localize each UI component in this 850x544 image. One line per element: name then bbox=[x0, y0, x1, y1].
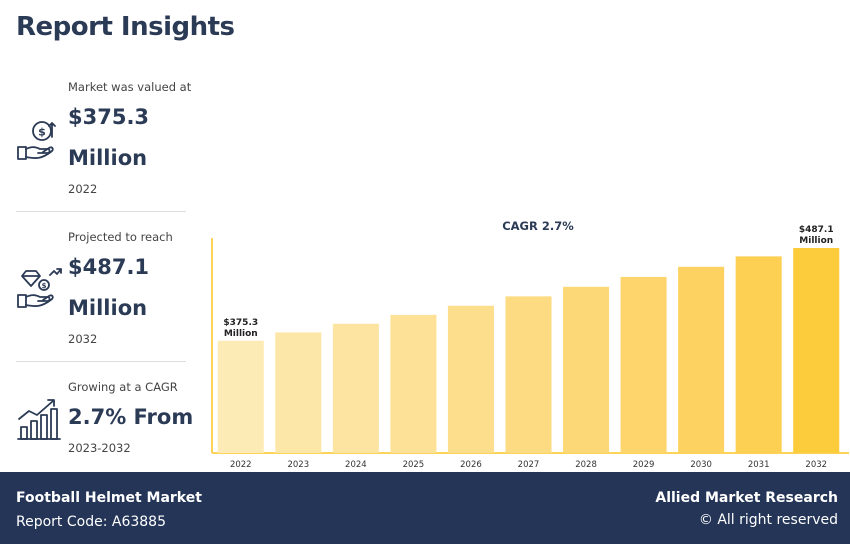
stat-label: Growing at a CAGR bbox=[68, 380, 178, 394]
x-tick-label: 2027 bbox=[518, 460, 540, 470]
bar-2022 bbox=[217, 340, 264, 453]
x-tick-label: 2028 bbox=[575, 460, 597, 470]
x-tick-label: 2023 bbox=[287, 460, 309, 470]
svg-text:$: $ bbox=[38, 126, 46, 139]
stat-year: 2022 bbox=[68, 182, 98, 196]
report-code: Report Code: A63885 bbox=[16, 514, 166, 530]
bar-chart-svg: CAGR 2.7% 2022 2023 2024 2025 2026 2027 2028 202… bbox=[211, 219, 849, 470]
x-tick-label: 2022 bbox=[230, 460, 252, 470]
diamond-hand-icon: $ bbox=[17, 268, 62, 308]
svg-text:$: $ bbox=[42, 282, 47, 290]
chart-title: CAGR 2.7% bbox=[502, 219, 574, 233]
money-hand-icon: $ bbox=[17, 121, 56, 160]
data-label-unit: Million bbox=[224, 329, 258, 339]
bar-2023 bbox=[275, 332, 322, 453]
data-label-unit: Million bbox=[799, 236, 833, 246]
stat-value: 2.7% From bbox=[68, 405, 194, 429]
stat-value-unit: Million bbox=[68, 296, 148, 320]
company-name: Allied Market Research bbox=[655, 490, 838, 506]
bar-2027 bbox=[505, 296, 552, 453]
bar-2028 bbox=[563, 286, 610, 453]
stat-projected: Projected to reach $ $487.1 Million 2032 bbox=[16, 225, 186, 355]
data-label: $487.1 bbox=[799, 225, 834, 235]
stat-label: Market was valued at bbox=[68, 80, 192, 94]
x-tick-label: 2024 bbox=[345, 460, 367, 470]
stat-value: $487.1 bbox=[68, 255, 150, 279]
bar-2031 bbox=[735, 256, 782, 453]
x-tick-label: 2030 bbox=[690, 460, 712, 470]
x-tick-label: 2031 bbox=[748, 460, 770, 470]
x-tick-label: 2029 bbox=[633, 460, 655, 470]
bar-2025 bbox=[390, 314, 437, 453]
market-name: Football Helmet Market bbox=[16, 490, 202, 506]
divider bbox=[16, 361, 186, 362]
x-tick-label: 2026 bbox=[460, 460, 482, 470]
stat-cagr: Growing at a CAGR 2.7% From 2023-2032 bbox=[16, 375, 193, 465]
x-tick-label: 2032 bbox=[805, 460, 827, 470]
footer: Football Helmet Market Report Code: A638… bbox=[0, 472, 850, 544]
stat-label: Projected to reach bbox=[68, 230, 173, 244]
bar-chart: CAGR 2.7% 2022 2023 2024 2025 2026 2027 2028 202… bbox=[205, 210, 850, 475]
bar-2030 bbox=[678, 266, 725, 453]
stat-value: $375.3 bbox=[68, 105, 150, 129]
growth-chart-icon bbox=[17, 399, 61, 440]
bar-2029 bbox=[620, 276, 667, 453]
stat-market-valued: Market was valued at $ $375.3 Million 20… bbox=[16, 75, 191, 205]
bar-2032 bbox=[793, 248, 840, 453]
page-title: Report Insights bbox=[16, 12, 235, 42]
divider bbox=[16, 211, 186, 212]
data-label: $375.3 bbox=[223, 318, 258, 328]
bar-2026 bbox=[447, 305, 494, 453]
x-tick-label: 2025 bbox=[403, 460, 425, 470]
stat-value-unit: Million bbox=[68, 146, 148, 170]
stat-year-range: 2023-2032 bbox=[68, 441, 131, 455]
stat-year: 2032 bbox=[68, 332, 98, 346]
copyright-text: © All right reserved bbox=[698, 512, 838, 528]
bar-2024 bbox=[332, 323, 379, 453]
